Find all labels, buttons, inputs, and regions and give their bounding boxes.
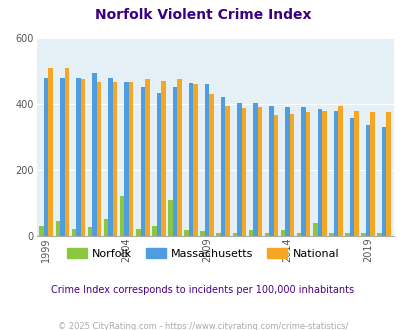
Bar bbox=[96, 82, 101, 236]
Bar bbox=[156, 93, 161, 236]
Text: Norfolk Violent Crime Index: Norfolk Violent Crime Index bbox=[94, 8, 311, 22]
Bar bbox=[237, 103, 241, 236]
Bar bbox=[113, 82, 117, 236]
Bar bbox=[209, 94, 213, 236]
Bar bbox=[386, 112, 390, 236]
Bar bbox=[193, 84, 197, 236]
Bar bbox=[349, 118, 353, 236]
Bar bbox=[87, 227, 92, 236]
Bar bbox=[360, 233, 365, 236]
Bar bbox=[369, 112, 374, 236]
Bar bbox=[145, 79, 149, 236]
Bar bbox=[365, 125, 369, 236]
Bar bbox=[76, 78, 81, 236]
Bar bbox=[152, 226, 156, 236]
Bar bbox=[381, 127, 386, 236]
Bar bbox=[248, 230, 253, 236]
Bar bbox=[232, 233, 237, 236]
Bar bbox=[44, 78, 48, 236]
Bar bbox=[184, 230, 188, 236]
Bar bbox=[317, 109, 321, 236]
Legend: Norfolk, Massachusetts, National: Norfolk, Massachusetts, National bbox=[62, 244, 343, 263]
Bar bbox=[200, 231, 205, 236]
Bar bbox=[220, 97, 225, 236]
Bar bbox=[353, 111, 358, 236]
Bar bbox=[205, 84, 209, 236]
Text: Crime Index corresponds to incidents per 100,000 inhabitants: Crime Index corresponds to incidents per… bbox=[51, 285, 354, 295]
Bar bbox=[225, 106, 229, 236]
Bar bbox=[337, 106, 342, 236]
Bar bbox=[55, 221, 60, 236]
Bar bbox=[289, 114, 294, 236]
Bar bbox=[264, 233, 269, 236]
Bar bbox=[273, 115, 277, 236]
Bar bbox=[48, 68, 53, 236]
Bar bbox=[161, 81, 165, 236]
Bar bbox=[39, 226, 44, 236]
Bar bbox=[104, 219, 108, 236]
Bar bbox=[253, 103, 257, 236]
Text: © 2025 CityRating.com - https://www.cityrating.com/crime-statistics/: © 2025 CityRating.com - https://www.city… bbox=[58, 322, 347, 330]
Bar bbox=[216, 233, 220, 236]
Bar bbox=[312, 223, 317, 236]
Bar bbox=[344, 233, 349, 236]
Bar bbox=[280, 230, 285, 236]
Bar bbox=[168, 200, 172, 236]
Bar bbox=[177, 79, 181, 236]
Bar bbox=[136, 229, 140, 236]
Bar bbox=[305, 112, 310, 236]
Bar bbox=[64, 68, 69, 236]
Bar bbox=[81, 79, 85, 236]
Bar bbox=[296, 233, 301, 236]
Bar bbox=[328, 233, 333, 236]
Bar bbox=[172, 87, 177, 236]
Bar bbox=[129, 82, 133, 236]
Bar bbox=[108, 78, 113, 236]
Bar bbox=[92, 73, 96, 236]
Bar bbox=[321, 111, 326, 236]
Bar bbox=[119, 196, 124, 236]
Bar bbox=[285, 107, 289, 236]
Bar bbox=[140, 87, 145, 236]
Bar bbox=[333, 111, 337, 236]
Bar bbox=[188, 83, 193, 236]
Bar bbox=[269, 106, 273, 236]
Bar bbox=[71, 229, 76, 236]
Bar bbox=[377, 233, 381, 236]
Bar bbox=[241, 108, 245, 236]
Bar bbox=[301, 107, 305, 236]
Bar bbox=[124, 82, 129, 236]
Bar bbox=[60, 78, 64, 236]
Bar bbox=[257, 107, 262, 236]
